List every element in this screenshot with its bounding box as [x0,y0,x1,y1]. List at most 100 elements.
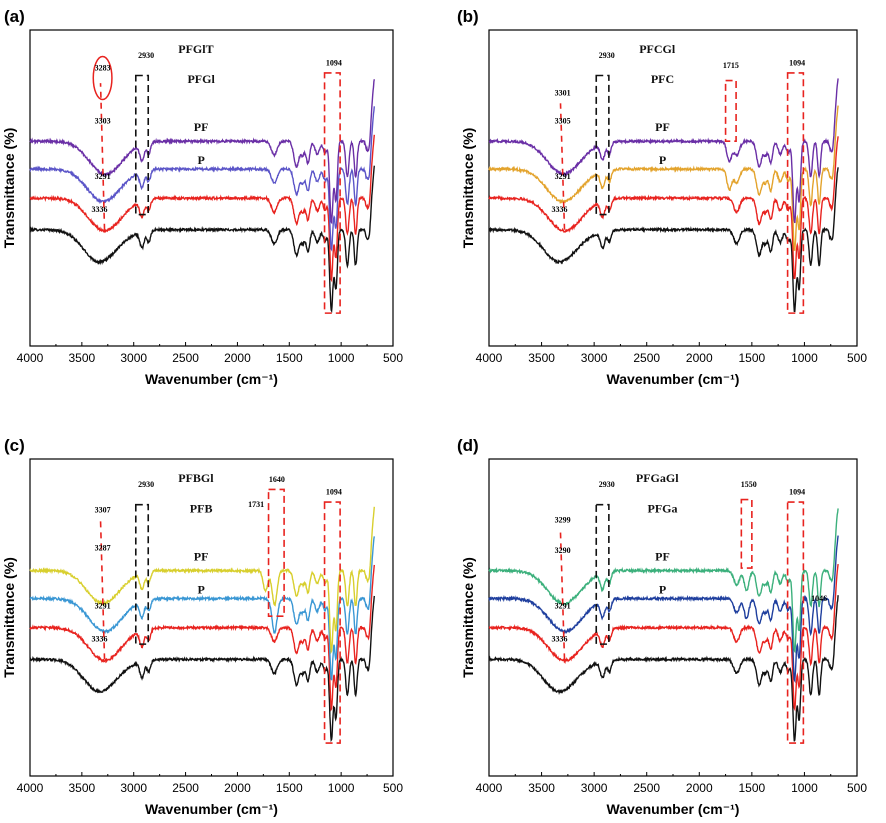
x-tick-label: 500 [383,351,403,365]
x-tick-label: 1000 [791,351,818,365]
dashed-box [134,503,150,645]
series-line-p [29,165,375,314]
x-tick-label: 2500 [172,781,199,795]
x-tick-label: 2500 [633,781,660,795]
dashed-box [595,503,610,645]
x-tick-label: 1000 [328,781,355,795]
peak-annotation: 1550 [741,480,757,489]
peak-annotation: 3291 [555,172,571,181]
series-line-pf [488,136,839,279]
series-label-pf: PF [655,549,670,563]
peak-annotation: 1094 [789,488,805,497]
x-tick-label: 2500 [172,351,199,365]
peak-annotation: 3291 [95,172,111,181]
series-line-pfbgl [29,506,375,655]
series-line-p [488,595,839,742]
series-line-pf [29,134,375,283]
panel-c: 4000 3500 3000 2500 2000 1500 1000 500 Wavenumbe… [1,436,403,817]
peak-annotation: 1046 [811,594,827,603]
x-tick-label: 3500 [69,781,96,795]
series-label-pfgl: PFGl [187,72,215,86]
series-label-pfgagl: PFGaGl [636,471,679,485]
x-tick-label: 1000 [791,781,818,795]
x-tick-label: 3000 [581,781,608,795]
peak-annotation: 2930 [599,480,615,489]
series-label-pf: PF [194,120,209,134]
x-tick-label: 1500 [276,351,303,365]
x-tick-label: 4000 [476,781,503,795]
panel-letter: (a) [4,7,25,26]
x-tick-label: 1500 [739,781,766,795]
dashed-box [323,72,341,314]
panel-b: 4000 3500 3000 2500 2000 1500 1000 500 Wavenumbe… [457,7,867,387]
y-axis-label: Transmittance (%) [460,557,476,678]
dashed-box [786,72,805,314]
dashed-box [724,79,737,143]
series-label-p: P [659,153,666,167]
x-tick-label: 500 [847,781,867,795]
dashed-box [267,488,285,618]
x-tick-label: 2000 [686,351,713,365]
series-line-pfga [488,535,839,684]
x-tick-label: 1500 [276,781,303,795]
series-line-pfglt [29,79,375,225]
peak-annotation: 1094 [326,58,342,67]
peak-annotation: 3305 [555,117,571,126]
panel-letter: (c) [4,436,25,455]
series-label-p: P [659,582,666,596]
peak-annotation: 3291 [95,602,111,611]
series-label-pfbgl: PFBGl [178,471,214,485]
peak-annotation: 3299 [555,515,571,524]
series-line-pfc [488,105,839,251]
series-line-pf [29,564,375,712]
peak-annotation: 3336 [91,205,107,214]
peak-annotation: 3336 [91,635,107,644]
x-tick-label: 3000 [120,351,147,365]
peak-annotation: 1715 [723,61,739,70]
series-label-pfcgl: PFCGl [639,42,676,56]
peak-annotation: 3291 [555,602,571,611]
peak-annotation: 2930 [138,480,154,489]
dashed-peak-line [99,519,106,660]
peak-annotation: 3336 [551,205,567,214]
peak-annotation: 3287 [95,543,111,552]
series-line-pfgl [29,106,375,252]
peak-annotation: 3303 [95,117,111,126]
dashed-box [595,74,610,216]
x-tick-label: 3000 [120,781,147,795]
series-label-pf: PF [655,120,670,134]
peak-annotation: 3336 [551,635,567,644]
y-axis-label: Transmittance (%) [460,128,476,249]
x-tick-label: 500 [847,351,867,365]
peak-annotation: 3307 [95,505,111,514]
x-tick-label: 1000 [328,351,355,365]
peak-annotation: 1640 [269,475,285,484]
series-line-pf [488,564,839,712]
series-label-pfglt: PFGlT [178,42,213,56]
x-tick-label: 4000 [17,351,44,365]
x-axis-label: Wavenumber (cm⁻¹) [145,801,278,817]
x-tick-label: 4000 [476,351,503,365]
panel-d: 4000 3500 3000 2500 2000 1500 1000 500 Wavenumbe… [457,436,867,817]
x-tick-label: 3500 [528,351,555,365]
dashed-box [786,501,805,744]
x-tick-label: 3000 [581,351,608,365]
series-label-p: P [197,582,204,596]
peak-annotation: 1731 [248,500,264,509]
series-line-pfgagl [488,508,839,654]
panel-a: 4000 3500 3000 2500 2000 1500 1000 500 Wavenumbe… [1,7,403,387]
peak-annotation: 3301 [555,89,571,98]
dashed-box [134,74,150,216]
series-label-pfb: PFB [190,501,213,515]
peak-annotation: 2930 [599,51,615,60]
peak-annotation: 3283 [95,63,111,72]
series-line-p [488,167,839,313]
panel-letter: (d) [457,436,479,455]
peak-annotation: 2930 [138,51,154,60]
series-label-pfga: PFGa [647,501,677,515]
x-axis-label: Wavenumber (cm⁻¹) [607,801,740,817]
series-label-p: P [197,153,204,167]
x-tick-label: 500 [383,781,403,795]
x-tick-label: 3500 [69,351,96,365]
x-tick-label: 1500 [739,351,766,365]
